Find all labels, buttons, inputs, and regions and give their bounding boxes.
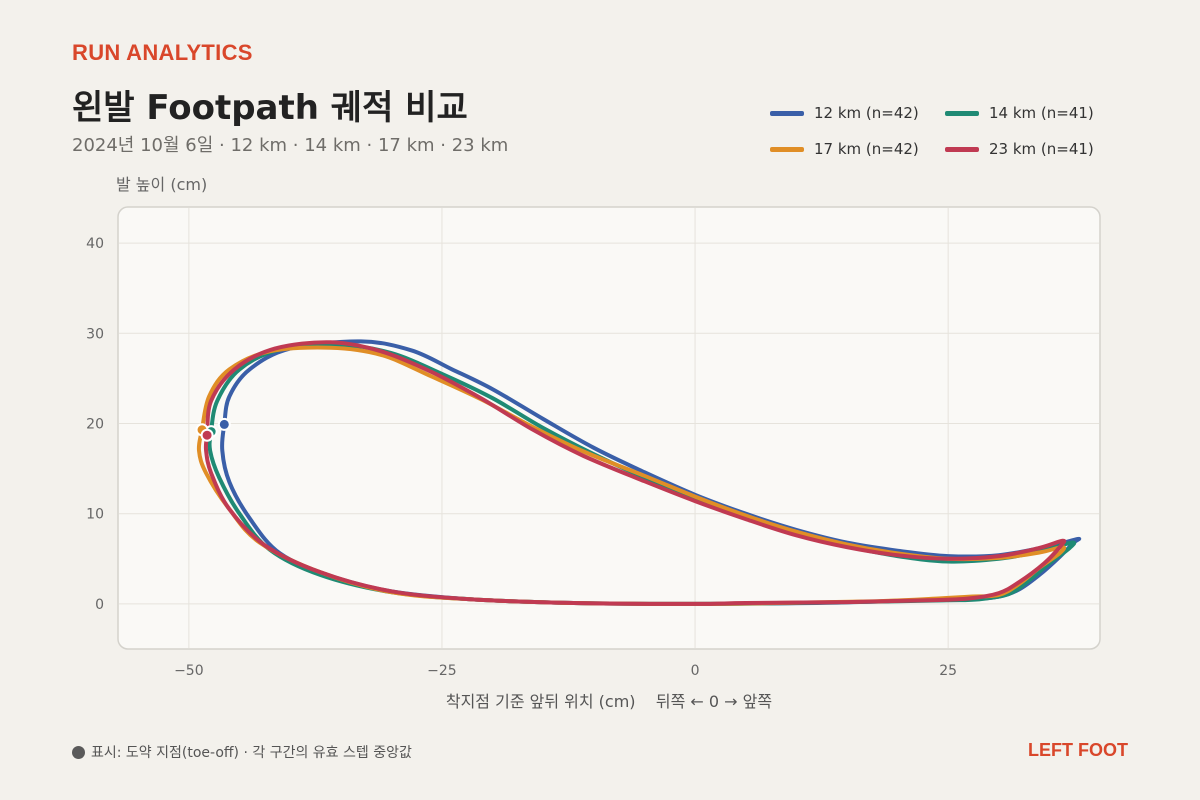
legend-item-17km[interactable]: 17 km (n=42) [770, 138, 945, 160]
page-subtitle: 2024년 10월 6일 · 12 km · 14 km · 17 km · 2… [72, 135, 509, 156]
toe-off-marker-0 [217, 417, 231, 431]
legend-item-12km[interactable]: 12 km (n=42) [770, 102, 945, 124]
foot-side-label: LEFT FOOT [1028, 740, 1128, 760]
x-tick-label: −25 [427, 663, 457, 679]
legend-label-14km: 14 km (n=41) [989, 104, 1094, 122]
y-axis-label: 발 높이 (cm) [116, 175, 207, 194]
legend-swatch-23km [945, 146, 979, 152]
toe-off-marker-3 [200, 428, 214, 442]
series-line-3 [203, 340, 1067, 606]
legend-swatch-14km [945, 110, 979, 116]
chart-legend: 12 km (n=42) 14 km (n=41) 17 km (n=42) 2… [770, 102, 1110, 160]
legend-swatch-12km [770, 110, 804, 116]
marker-dot-icon [72, 745, 85, 759]
tick-labels: −50 −25 0 25 0 10 20 30 40 [86, 236, 957, 679]
x-axis-label: 착지점 기준 앞뒤 위치 (cm) 뒤쪽 ← 0 → 앞쪽 [446, 692, 772, 711]
legend-item-14km[interactable]: 14 km (n=41) [945, 102, 1110, 124]
y-tick-label: 30 [86, 326, 104, 342]
legend-label-23km: 23 km (n=41) [989, 140, 1094, 158]
legend-item-23km[interactable]: 23 km (n=41) [945, 138, 1110, 160]
plot-area [117, 206, 1101, 650]
toe-off-markers [195, 417, 231, 442]
series-lines [196, 339, 1082, 606]
x-tick-label: −50 [174, 663, 204, 679]
footnote: 표시: 도약 지점(toe-off) · 각 구간의 유효 스텝 중앙값 [72, 742, 412, 762]
legend-swatch-17km [770, 146, 804, 152]
x-tick-label: 0 [691, 663, 700, 679]
page-title: 왼발 Footpath 궤적 비교 [72, 88, 468, 128]
brand-label: RUN ANALYTICS [72, 40, 253, 65]
legend-label-12km: 12 km (n=42) [814, 104, 919, 122]
y-tick-label: 20 [86, 416, 104, 432]
footnote-text: 표시: 도약 지점(toe-off) · 각 구간의 유효 스텝 중앙값 [91, 745, 412, 761]
x-tick-label: 25 [939, 663, 957, 679]
y-tick-label: 0 [95, 597, 104, 613]
y-tick-label: 10 [86, 507, 104, 523]
legend-label-17km: 17 km (n=42) [814, 140, 919, 158]
y-tick-label: 40 [86, 236, 104, 252]
